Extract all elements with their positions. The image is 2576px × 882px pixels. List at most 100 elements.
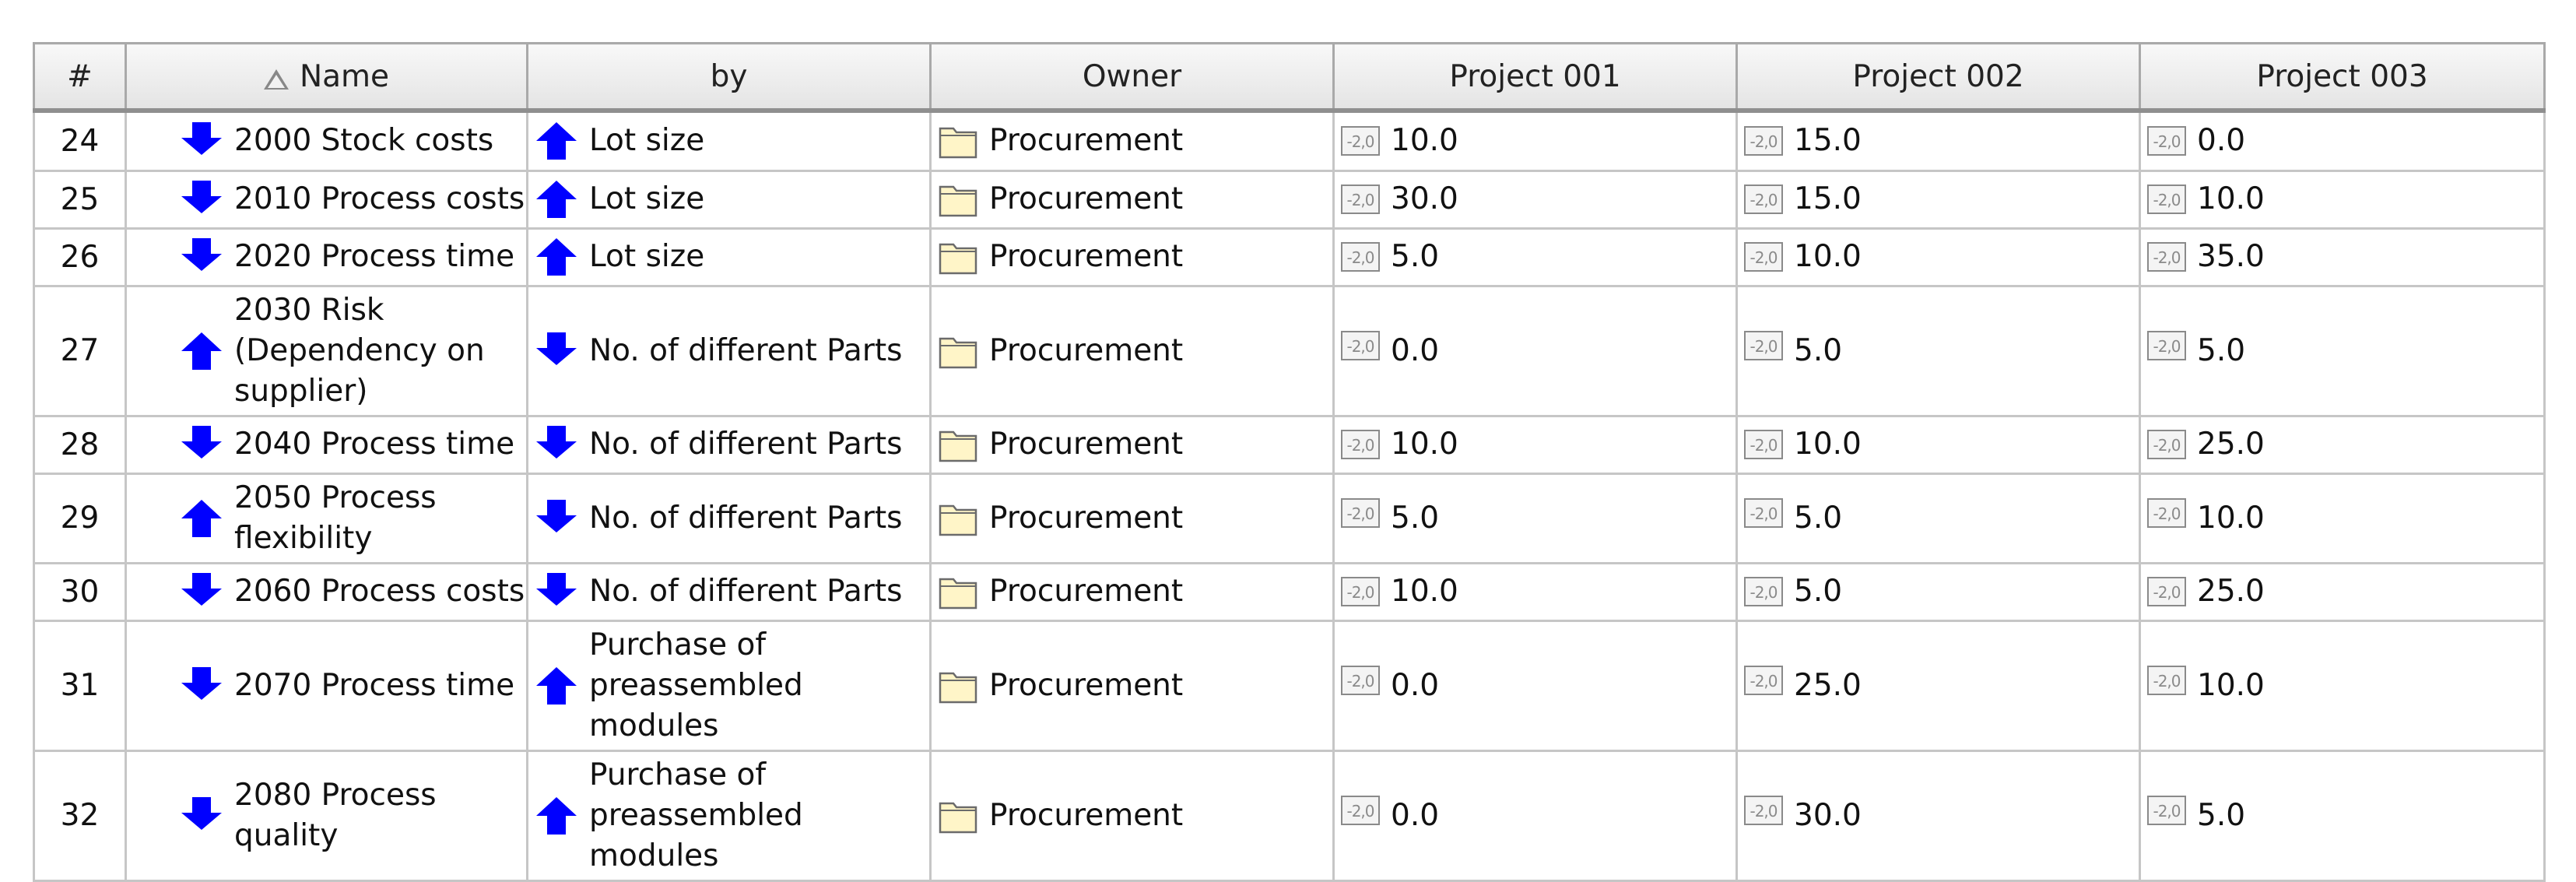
project-value-cell[interactable]: -2,0 5.0 [2139, 284, 2546, 417]
table-row[interactable]: 31 2070 Process time Purchase of preassemb… [33, 619, 2546, 752]
project-value-cell[interactable]: -2,0 25.0 [2139, 561, 2546, 622]
value-box-icon: -2,0 [2147, 497, 2186, 528]
by-cell[interactable]: Lot size [526, 169, 932, 230]
column-header-owner[interactable]: Owner [929, 42, 1335, 113]
row-number: 27 [60, 333, 100, 368]
table-row[interactable]: 32 2080 Process quality Purchase of preass… [33, 749, 2546, 882]
name-cell[interactable]: 2000 Stock costs [125, 109, 528, 172]
owner-cell[interactable]: Procurement [929, 109, 1335, 172]
arrow-up-icon [180, 498, 223, 539]
column-header-project-003[interactable]: Project 003 [2139, 42, 2546, 113]
table-row[interactable]: 30 2060 Process costs No. of different Par… [33, 561, 2546, 622]
project-001-value: 30.0 [1391, 181, 1458, 216]
owner-cell[interactable]: Procurement [929, 227, 1335, 287]
project-value-cell[interactable]: -2,0 30.0 [1332, 169, 1738, 230]
item-name: 2070 Process time [234, 667, 515, 703]
row-number-cell: 27 [33, 284, 127, 417]
owner-cell[interactable]: Procurement [929, 414, 1335, 475]
name-cell[interactable]: 2060 Process costs [125, 561, 528, 622]
table-row[interactable]: 27 2030 Risk (Dependency on supplier) No. … [33, 284, 2546, 417]
project-002-value: 10.0 [1794, 239, 1862, 274]
owner-cell[interactable]: Procurement [929, 619, 1335, 752]
name-cell[interactable]: 2020 Process time [125, 227, 528, 287]
owner-cell[interactable]: Procurement [929, 169, 1335, 230]
arrow-down-icon [535, 498, 578, 539]
item-name: 2050 Process flexibility [234, 480, 437, 556]
by-cell[interactable]: Lot size [526, 109, 932, 172]
project-value-cell[interactable]: -2,0 10.0 [1332, 561, 1738, 622]
project-value-cell[interactable]: -2,0 5.0 [1735, 472, 2141, 564]
by-cell[interactable]: Lot size [526, 227, 932, 287]
owner-cell[interactable]: Procurement [929, 749, 1335, 882]
item-name: 2040 Process time [234, 427, 515, 462]
owner-name: Procurement [989, 667, 1184, 703]
project-value-cell[interactable]: -2,0 25.0 [2139, 414, 2546, 475]
project-value-cell[interactable]: -2,0 10.0 [2139, 169, 2546, 230]
owner-cell[interactable]: Procurement [929, 561, 1335, 622]
column-header-number[interactable]: # [33, 42, 127, 113]
table-row[interactable]: 29 2050 Process flexibility No. of differe… [33, 472, 2546, 564]
item-name: 2020 Process time [234, 239, 515, 274]
column-header-project-001-label: Project 001 [1449, 58, 1621, 94]
project-value-cell[interactable]: -2,0 5.0 [2139, 749, 2546, 882]
value-box-icon: -2,0 [1744, 665, 1783, 695]
value-box-icon: -2,0 [1341, 497, 1380, 528]
name-cell[interactable]: 2050 Process flexibility [125, 472, 528, 564]
folder-icon [938, 498, 978, 539]
project-value-cell[interactable]: -2,0 10.0 [1332, 414, 1738, 475]
name-cell[interactable]: 2030 Risk (Dependency on supplier) [125, 284, 528, 417]
row-number-cell: 31 [33, 619, 127, 752]
folder-icon [938, 571, 978, 612]
column-header-project-001[interactable]: Project 001 [1332, 42, 1738, 113]
by-cell[interactable]: No. of different Parts [526, 561, 932, 622]
value-box-icon: -2,0 [1744, 577, 1783, 606]
arrow-up-icon [535, 121, 578, 161]
project-value-cell[interactable]: -2,0 0.0 [2139, 109, 2546, 172]
value-box-icon: -2,0 [2147, 184, 2186, 214]
column-header-by[interactable]: by [526, 42, 932, 113]
project-value-cell[interactable]: -2,0 5.0 [1332, 472, 1738, 564]
project-value-cell[interactable]: -2,0 0.0 [1332, 749, 1738, 882]
owner-cell[interactable]: Procurement [929, 472, 1335, 564]
table-row[interactable]: 24 2000 Stock costs Lot size Procurement -2,… [33, 109, 2546, 172]
project-001-value: 10.0 [1391, 427, 1458, 462]
project-003-value: 35.0 [2197, 239, 2265, 274]
value-box-icon: -2,0 [1744, 497, 1783, 528]
project-value-cell[interactable]: -2,0 10.0 [2139, 472, 2546, 564]
project-value-cell[interactable]: -2,0 0.0 [1332, 619, 1738, 752]
table-row[interactable]: 28 2040 Process time No. of different Part… [33, 414, 2546, 475]
project-value-cell[interactable]: -2,0 15.0 [1735, 169, 2141, 230]
name-cell[interactable]: 2080 Process quality [125, 749, 528, 882]
table-row[interactable]: 26 2020 Process time Lot size Procurement -2… [33, 227, 2546, 287]
by-cell[interactable]: No. of different Parts [526, 472, 932, 564]
table-row[interactable]: 25 2010 Process costs Lot size Procurement -… [33, 169, 2546, 230]
project-value-cell[interactable]: -2,0 5.0 [1735, 284, 2141, 417]
owner-name: Procurement [989, 181, 1184, 216]
column-header-project-002[interactable]: Project 002 [1735, 42, 2141, 113]
arrow-up-icon [535, 796, 578, 836]
name-cell[interactable]: 2070 Process time [125, 619, 528, 752]
project-value-cell[interactable]: -2,0 10.0 [1332, 109, 1738, 172]
by-cell[interactable]: No. of different Parts [526, 414, 932, 475]
project-value-cell[interactable]: -2,0 5.0 [1332, 227, 1738, 287]
project-value-cell[interactable]: -2,0 35.0 [2139, 227, 2546, 287]
owner-cell[interactable]: Procurement [929, 284, 1335, 417]
project-value-cell[interactable]: -2,0 0.0 [1332, 284, 1738, 417]
by-cell[interactable]: Purchase of preassembled modules [526, 619, 932, 752]
project-value-cell[interactable]: -2,0 10.0 [2139, 619, 2546, 752]
project-value-cell[interactable]: -2,0 15.0 [1735, 109, 2141, 172]
project-value-cell[interactable]: -2,0 10.0 [1735, 227, 2141, 287]
column-header-name[interactable]: Name [125, 42, 528, 113]
project-value-cell[interactable]: -2,0 5.0 [1735, 561, 2141, 622]
value-box-icon: -2,0 [1341, 184, 1380, 214]
name-cell[interactable]: 2010 Process costs [125, 169, 528, 230]
by-cell[interactable]: Purchase of preassembled modules [526, 749, 932, 882]
by-cell[interactable]: No. of different Parts [526, 284, 932, 417]
project-002-value: 5.0 [1794, 332, 1843, 368]
column-header-by-label: by [710, 58, 748, 94]
project-value-cell[interactable]: -2,0 10.0 [1735, 414, 2141, 475]
project-003-value: 10.0 [2197, 667, 2265, 703]
project-value-cell[interactable]: -2,0 30.0 [1735, 749, 2141, 882]
project-value-cell[interactable]: -2,0 25.0 [1735, 619, 2141, 752]
name-cell[interactable]: 2040 Process time [125, 414, 528, 475]
